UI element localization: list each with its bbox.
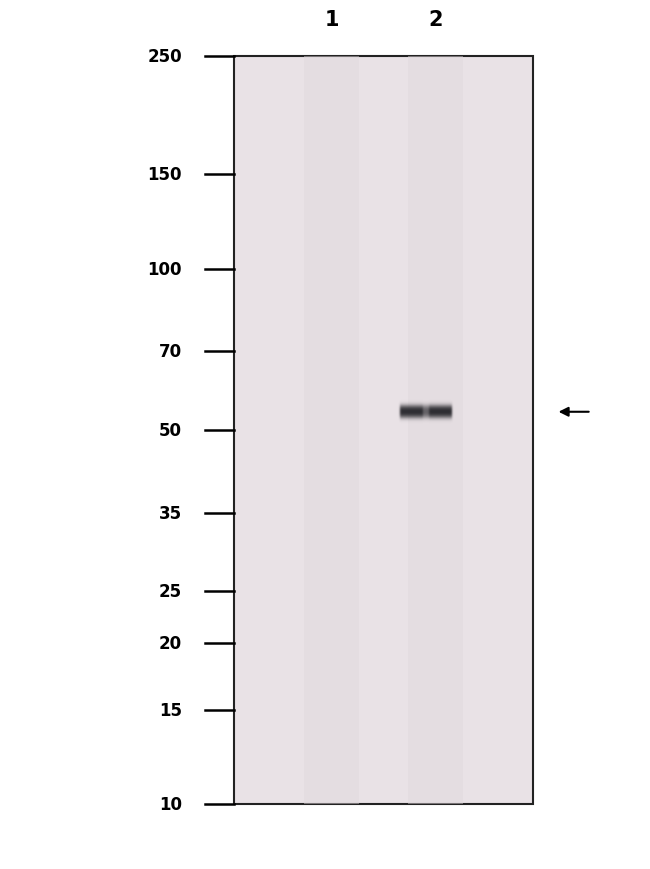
Text: 20: 20 [159, 634, 182, 652]
Text: 250: 250 [148, 48, 182, 65]
Bar [408, 56, 463, 804]
Text: 100: 100 [148, 260, 182, 278]
Text: 150: 150 [148, 166, 182, 184]
Text: 15: 15 [159, 700, 182, 719]
Text: 25: 25 [159, 582, 182, 600]
Text: 1: 1 [324, 10, 339, 30]
Text: 50: 50 [159, 421, 182, 439]
Text: 35: 35 [159, 504, 182, 522]
Text: 2: 2 [428, 10, 443, 30]
Text: 70: 70 [159, 343, 182, 361]
Bar [234, 56, 533, 804]
Bar [304, 56, 359, 804]
Text: 10: 10 [159, 795, 182, 813]
